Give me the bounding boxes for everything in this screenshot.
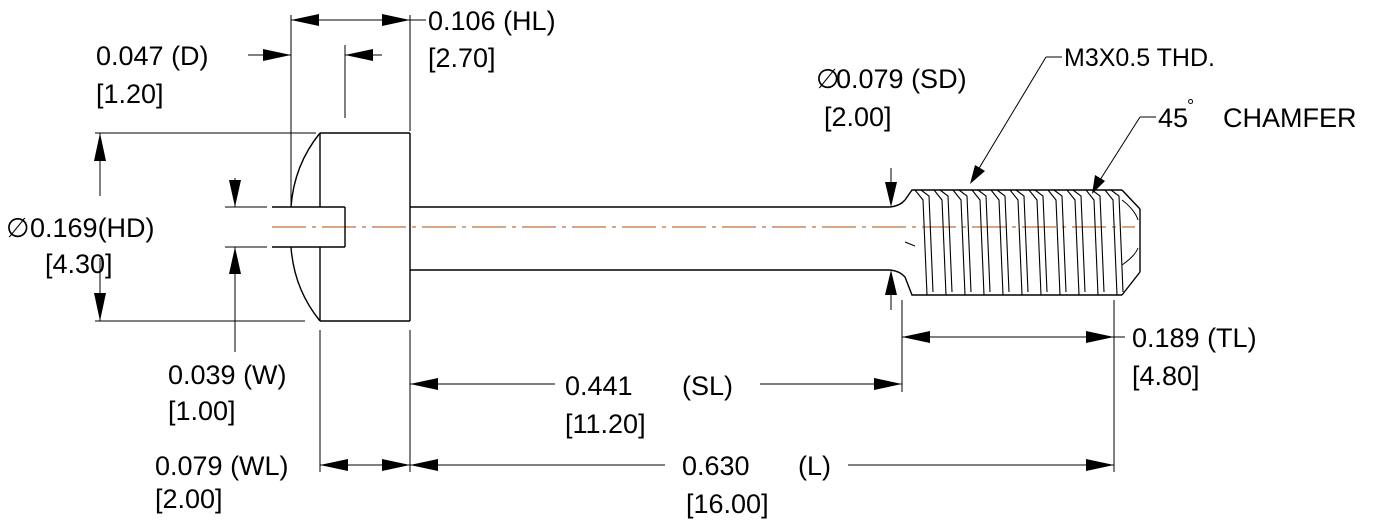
hl-imperial-label: 0.106 (HL) <box>428 6 556 36</box>
thread-root-line <box>1110 189 1124 293</box>
thread-root-line <box>977 189 991 293</box>
thread-crest-line <box>914 189 928 296</box>
thread-root-line <box>1091 189 1105 293</box>
wl-metric-label: [2.00] <box>155 484 223 514</box>
thread-root-line <box>996 189 1010 293</box>
d-metric-label: [1.20] <box>96 79 164 109</box>
thread-crest-line <box>1047 189 1061 296</box>
wl-imperial-label: 0.079 (WL) <box>155 451 289 481</box>
diameter-symbol-sd: ∅ <box>816 64 840 94</box>
sd-metric-label: [2.00] <box>824 102 892 132</box>
d-imperial-label: 0.047 (D) <box>96 41 209 71</box>
thread-crest-line <box>1104 189 1118 296</box>
hl-metric-label: [2.70] <box>428 43 496 73</box>
sd-imperial-label: 0.079 (SD) <box>836 64 967 94</box>
sl-metric-label: [11.20] <box>565 409 646 439</box>
thread-crest-line <box>1066 189 1080 296</box>
w-imperial-label: 0.039 (W) <box>168 360 287 390</box>
w-metric-label: [1.00] <box>168 396 236 426</box>
thread-callout-label: M3X0.5 THD. <box>1064 44 1215 72</box>
thread-crest-line <box>990 189 1004 296</box>
thread-crest-line <box>971 189 985 296</box>
sl-imperial-label: 0.441 <box>565 371 633 401</box>
chamfer-label: CHAMFER <box>1223 103 1357 133</box>
dimension-labels: 0.106 (HL) [2.70] 0.047 (D) [1.20] M3X0.… <box>6 6 1357 519</box>
chamfer-angle-label: 45 <box>1158 103 1188 133</box>
dimension-lines <box>94 14 1156 471</box>
extension-lines <box>95 15 1115 472</box>
screw-shank <box>410 199 906 278</box>
hd-imperial-label: 0.169(HD) <box>30 213 155 243</box>
hd-metric-label: [4.30] <box>45 249 113 279</box>
diameter-symbol-hd: ∅ <box>6 213 30 243</box>
thread-root-line <box>1034 189 1048 293</box>
degree-symbol: ° <box>1187 96 1194 116</box>
thread-root-line <box>1015 189 1029 293</box>
sl-tag-label: (SL) <box>682 371 733 401</box>
l-tag-label: (L) <box>798 451 831 481</box>
thread-root-line <box>1072 189 1086 293</box>
thread-crest-line <box>933 189 947 296</box>
thread-root-line <box>939 189 953 293</box>
thread-crest-line <box>952 189 966 296</box>
tl-metric-label: [4.80] <box>1132 361 1200 391</box>
screw-head <box>272 132 411 322</box>
thread-root-line <box>1053 189 1067 293</box>
thread-root-line <box>920 189 934 293</box>
thread-section <box>904 189 1141 296</box>
tl-imperial-label: 0.189 (TL) <box>1132 323 1257 353</box>
l-metric-label: [16.00] <box>686 489 769 519</box>
thread-crest-line <box>1028 189 1042 296</box>
thread-crest-line <box>1085 189 1099 296</box>
l-imperial-label: 0.630 <box>682 451 750 481</box>
thread-crest-line <box>1009 189 1023 296</box>
thread-root-line <box>958 189 972 293</box>
